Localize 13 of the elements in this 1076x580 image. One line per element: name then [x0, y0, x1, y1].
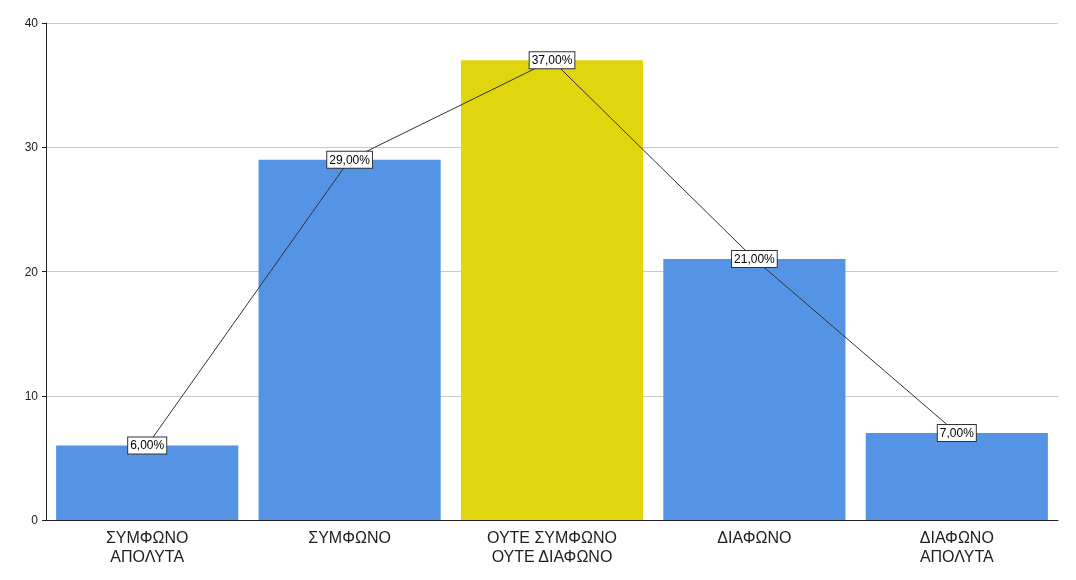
- y-tick-label: 10: [24, 388, 39, 403]
- x-tick-label: ΔΙΑΦΩΝΟ: [717, 529, 792, 546]
- data-label: 21,00%: [734, 252, 776, 267]
- x-tick-label: ΟΥΤΕ ΣΥΜΦΩΝΟ ΟΥΤΕ ΔΙΑΦΩΝΟ: [486, 529, 618, 565]
- y-tick-label: 40: [24, 16, 39, 30]
- x-tick-label: ΣΥΜΦΩΝΟ ΑΠΟΛΥΤΑ: [105, 529, 189, 565]
- y-tick-label: 20: [24, 264, 39, 279]
- data-label: 29,00%: [329, 152, 371, 167]
- data-label: 37,00%: [531, 53, 573, 68]
- y-tick-label: 0: [31, 513, 39, 527]
- x-tick-label: ΣΥΜΦΩΝΟ: [308, 529, 391, 546]
- x-tick-label: ΔΙΑΦΩΝΟ ΑΠΟΛΥΤΑ: [919, 529, 995, 565]
- y-tick-label: 30: [24, 140, 39, 155]
